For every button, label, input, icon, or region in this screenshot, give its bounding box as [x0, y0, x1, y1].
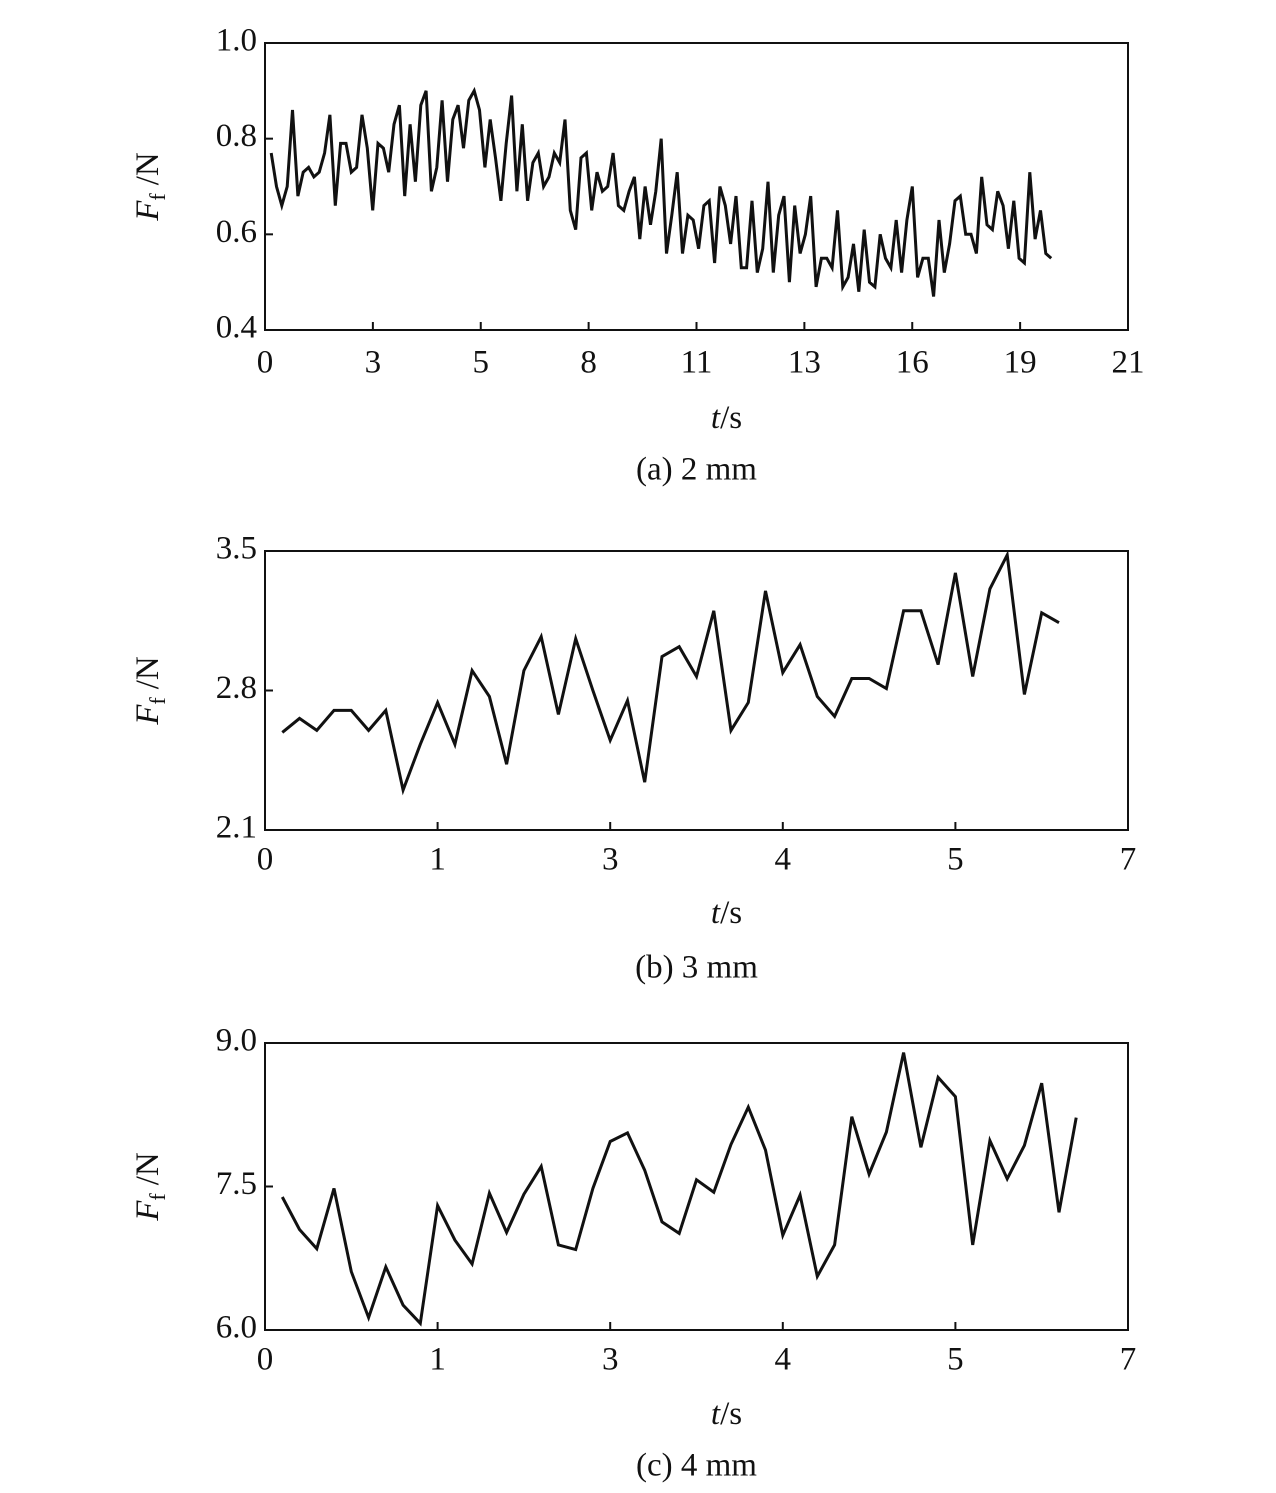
x-axis-label: t/s — [711, 400, 742, 436]
y-tick-label: 7.5 — [216, 1166, 257, 1202]
x-tick-label: 7 — [1120, 1342, 1137, 1378]
y-label-subscript: f — [145, 1193, 170, 1201]
x-tick-label: 0 — [257, 1342, 274, 1378]
y-label-symbol: F — [130, 1200, 166, 1222]
x-label-symbol: t — [711, 895, 721, 931]
x-label-symbol: t — [711, 400, 721, 436]
data-line — [269, 86, 1053, 297]
x-tick-label: 4 — [775, 842, 792, 878]
x-tick-label: 1 — [429, 842, 446, 878]
y-tick-label: 1.0 — [216, 23, 257, 59]
y-tick-label: 2.1 — [216, 810, 257, 846]
x-axis-label: t/s — [711, 895, 742, 931]
x-label-unit: /s — [720, 895, 742, 931]
x-axis-label: t/s — [711, 1396, 742, 1432]
x-label-unit: /s — [720, 400, 742, 436]
y-axis-label: Ff/N — [130, 656, 170, 726]
y-label-subscript: f — [145, 697, 170, 705]
caption: (b) 3 mm — [635, 950, 758, 986]
panel: 0 1 3 4 5 7 2.1 2.8 3.5 t/s Ff/N (b) 3 mm — [130, 531, 1137, 986]
y-tick-label: 9.0 — [216, 1023, 257, 1059]
x-tick-label: 5 — [473, 345, 490, 381]
x-tick-label: 3 — [365, 345, 382, 381]
y-label-unit: /N — [130, 1152, 166, 1185]
y-label-unit: /N — [130, 656, 166, 689]
y-tick-label: 0.8 — [216, 118, 257, 154]
y-label-unit: /N — [130, 152, 166, 185]
x-tick-label: 0 — [257, 345, 274, 381]
x-label-symbol: t — [711, 1396, 721, 1432]
x-tick-label: 11 — [681, 345, 713, 381]
x-tick-label: 5 — [947, 1342, 964, 1378]
x-tick-label: 0 — [257, 842, 274, 878]
panel: 0 3 5 8 11 13 16 19 21 0.4 0.6 0.8 1.0 t/s Ff/N (a) 2 m… — [130, 23, 1145, 488]
y-label-subscript: f — [145, 193, 170, 201]
x-tick-label: 21 — [1112, 345, 1145, 381]
x-tick-label: 3 — [602, 1342, 619, 1378]
y-tick-label: 3.5 — [216, 531, 257, 567]
x-tick-label: 16 — [896, 345, 929, 381]
y-tick-label: 2.8 — [216, 670, 257, 706]
y-tick-label: 6.0 — [216, 1310, 257, 1346]
x-tick-label: 8 — [580, 345, 597, 381]
y-tick-label: 0.6 — [216, 214, 257, 250]
data-line — [280, 1052, 1078, 1327]
data-line — [281, 549, 1060, 796]
caption: (c) 4 mm — [636, 1448, 757, 1484]
panel: 0 1 3 4 5 7 6.0 7.5 9.0 t/s Ff/N (c) 4 mm — [130, 1023, 1137, 1484]
x-label-unit: /s — [720, 1396, 742, 1432]
x-tick-label: 1 — [429, 1342, 446, 1378]
y-label-symbol: F — [130, 200, 166, 222]
plot-frame — [264, 42, 1129, 331]
x-tick-label: 4 — [775, 1342, 792, 1378]
y-axis-label: Ff/N — [130, 1152, 170, 1222]
x-tick-label: 19 — [1004, 345, 1037, 381]
caption: (a) 2 mm — [636, 452, 757, 488]
y-label-symbol: F — [130, 704, 166, 726]
y-tick-label: 0.4 — [216, 310, 257, 346]
x-tick-label: 7 — [1120, 842, 1137, 878]
plot-frame — [264, 550, 1129, 831]
y-axis-label: Ff/N — [130, 152, 170, 222]
x-tick-label: 13 — [788, 345, 821, 381]
x-tick-label: 3 — [602, 842, 619, 878]
x-tick-label: 5 — [947, 842, 964, 878]
